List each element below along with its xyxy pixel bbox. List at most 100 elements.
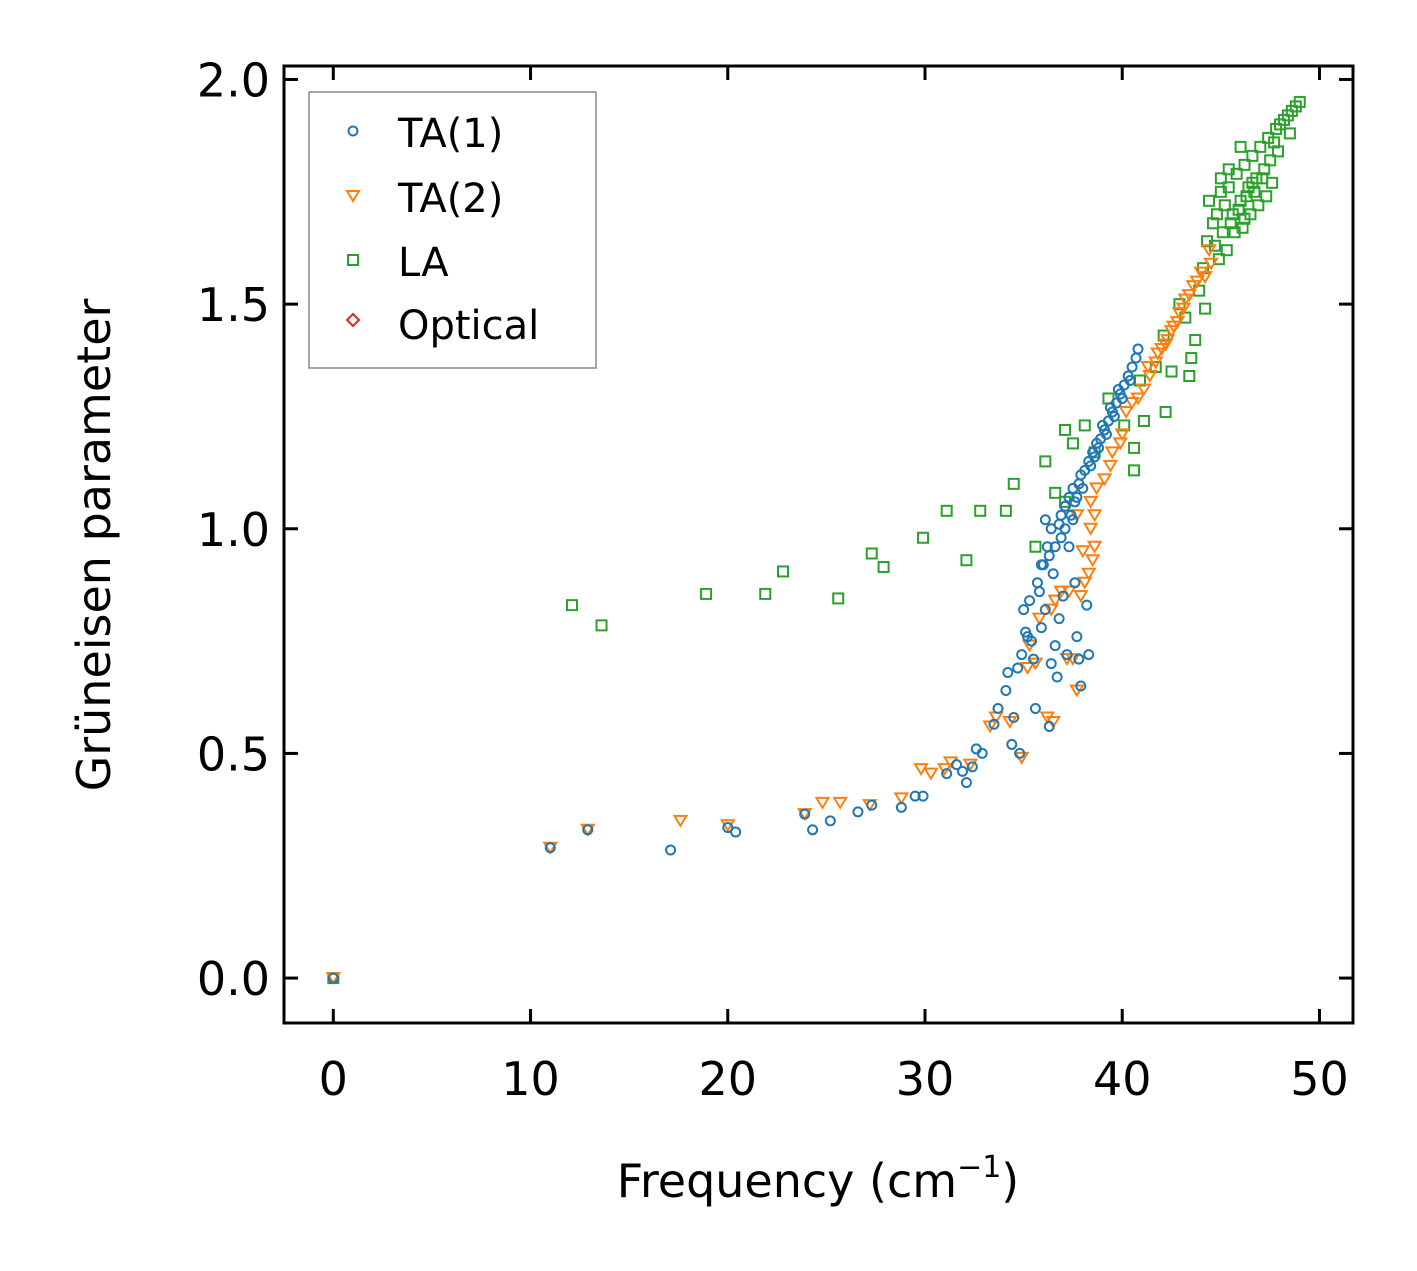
point-ta-2 — [1124, 396, 1140, 410]
point-ta-1 — [1089, 451, 1101, 463]
point-la — [1159, 405, 1172, 418]
axis-ticks: 0 10 20 30 40 50 0.0 0.5 1.0 1.5 2.0 — [197, 53, 1353, 1106]
point-la — [595, 619, 608, 632]
point-la — [1206, 217, 1219, 230]
y-tick-label: 1.0 — [197, 503, 270, 557]
legend-label-ta1: TA(1) — [397, 111, 503, 157]
point-la — [1165, 365, 1178, 378]
data-points — [325, 95, 1306, 986]
point-la — [1189, 334, 1202, 347]
point-ta-2 — [1073, 590, 1089, 604]
point-la — [865, 547, 878, 560]
point-la — [1029, 540, 1042, 553]
y-axis-label: Grüneisen parameter — [67, 298, 121, 791]
x-tick-label: 30 — [896, 1052, 955, 1106]
point-ta-2 — [1175, 302, 1192, 316]
point-la — [1128, 441, 1141, 454]
point-ta-1 — [1043, 550, 1055, 562]
point-la — [759, 587, 772, 600]
point-la — [1210, 208, 1223, 221]
x-tick-label: 10 — [501, 1052, 560, 1106]
point-ta-2 — [1102, 459, 1119, 473]
y-tick-label: 0.5 — [197, 727, 270, 781]
point-ta-1 — [1012, 662, 1024, 674]
point-ta-1 — [1049, 541, 1061, 553]
x-tick-label: 50 — [1290, 1052, 1349, 1106]
point-ta-1 — [1033, 586, 1045, 598]
point-ta-1 — [1029, 702, 1041, 714]
point-ta-1 — [722, 822, 734, 834]
legend-label-ta2: TA(2) — [397, 176, 503, 222]
point-la — [776, 565, 789, 578]
point-la — [1222, 163, 1235, 176]
point-ta-1 — [956, 765, 968, 777]
point-ta-2 — [1031, 612, 1048, 626]
point-ta-1 — [941, 768, 953, 780]
x-tick-label: 40 — [1093, 1052, 1152, 1106]
point-ta-1 — [1057, 590, 1069, 602]
point-ta-1 — [1097, 419, 1109, 431]
point-ta-1 — [730, 826, 742, 838]
point-ta-1 — [1049, 640, 1061, 652]
point-ta-1 — [1039, 604, 1051, 616]
legend-label-optical: Optical — [398, 303, 539, 349]
point-ta-1 — [1061, 649, 1073, 661]
point-la — [1066, 437, 1079, 450]
point-ta-1 — [1016, 649, 1028, 661]
point-ta-2 — [1118, 405, 1134, 419]
point-ta-1 — [1126, 361, 1138, 373]
point-ta-1 — [1069, 577, 1081, 589]
point-ta-1 — [1132, 343, 1144, 355]
point-ta-2 — [893, 792, 910, 806]
point-ta-1 — [1093, 442, 1105, 454]
point-ta-1 — [976, 747, 988, 759]
point-la — [1007, 477, 1020, 490]
point-ta-2 — [1157, 338, 1174, 352]
point-la — [1128, 464, 1141, 477]
point-ta-1 — [1051, 671, 1063, 683]
point-ta-1 — [1024, 595, 1036, 607]
point-ta-2 — [1086, 540, 1103, 554]
point-ta-1 — [1071, 491, 1083, 503]
point-ta-2 — [1043, 603, 1060, 617]
legend-marker-la — [347, 254, 359, 266]
point-la — [1268, 136, 1281, 149]
point-la — [1238, 212, 1251, 225]
point-la — [1260, 190, 1273, 203]
point-ta-1 — [1053, 613, 1065, 625]
point-ta-2 — [1112, 437, 1129, 451]
point-ta-2 — [1140, 361, 1156, 374]
point-ta-1 — [807, 824, 819, 836]
point-la — [1118, 419, 1131, 432]
point-la — [832, 592, 845, 605]
point-ta-1 — [895, 801, 907, 813]
point-ta-2 — [1169, 316, 1186, 330]
point-la — [1137, 414, 1150, 427]
point-ta-2 — [1084, 554, 1101, 568]
point-ta-2 — [1082, 522, 1099, 536]
point-ta-1 — [1108, 410, 1120, 422]
point-ta-1 — [1026, 635, 1038, 647]
point-ta-2 — [1019, 662, 1036, 675]
point-ta-1 — [1100, 428, 1112, 440]
point-la — [940, 504, 953, 517]
point-ta-2 — [1088, 482, 1105, 496]
point-ta-1 — [960, 777, 972, 789]
point-la — [1246, 176, 1259, 189]
point-ta-2 — [672, 814, 689, 828]
point-la — [1199, 302, 1212, 315]
point-la — [1248, 185, 1261, 198]
x-tick-label: 0 — [319, 1052, 348, 1106]
point-la — [1039, 455, 1052, 468]
point-la — [1254, 140, 1267, 153]
point-ta-1 — [1043, 720, 1055, 732]
point-la — [974, 504, 987, 517]
point-ta-1 — [1085, 460, 1097, 472]
point-ta-1 — [1063, 541, 1075, 553]
point-ta-1 — [1116, 392, 1128, 404]
legend-label-la: LA — [398, 240, 449, 286]
point-ta-1 — [1008, 711, 1020, 723]
point-ta-1 — [1002, 667, 1014, 679]
